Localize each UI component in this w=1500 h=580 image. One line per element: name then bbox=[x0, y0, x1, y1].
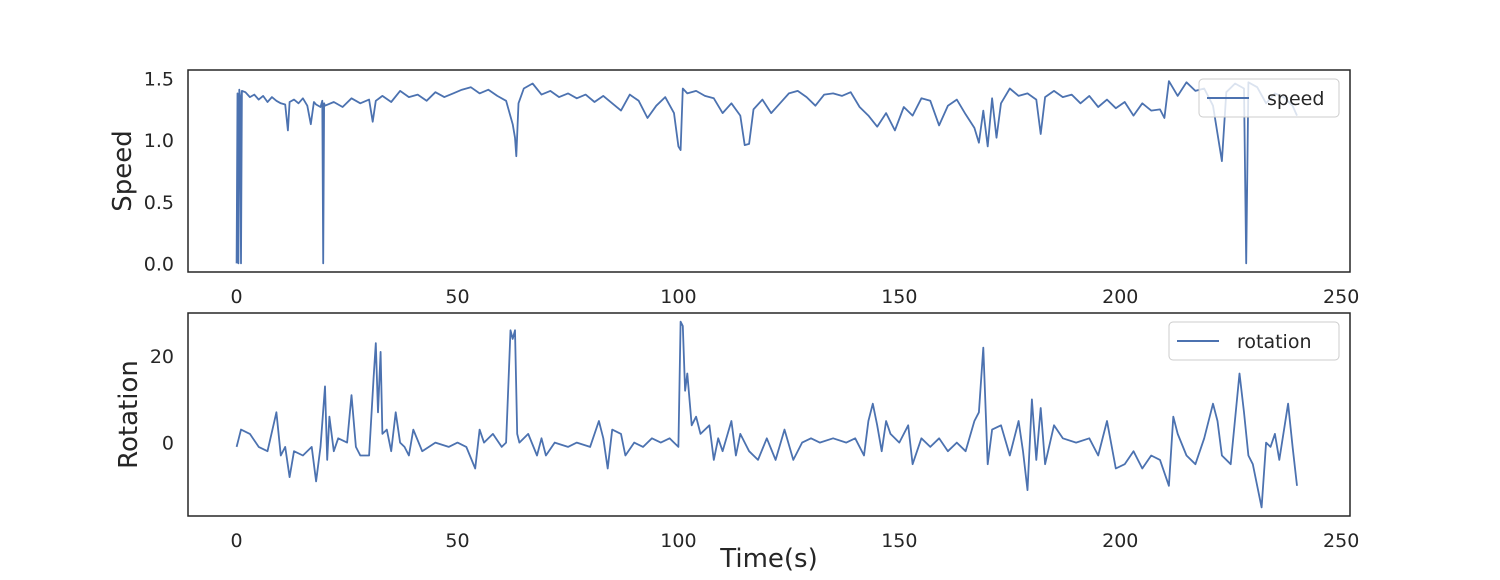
rotation-xtick-label: 50 bbox=[445, 530, 469, 552]
speed-ytick-label: 0.0 bbox=[144, 253, 174, 275]
speed-xtick-label: 150 bbox=[881, 286, 917, 308]
speed-series-line bbox=[235, 80, 1298, 265]
rotation-xtick-label: 150 bbox=[881, 530, 917, 552]
rotation-xtick-label: 0 bbox=[231, 530, 243, 552]
speed-axes-frame bbox=[187, 69, 1351, 273]
rotation-ytick-label: 20 bbox=[150, 346, 174, 368]
rotation-x-axis-label: Time(s) bbox=[719, 544, 817, 574]
speed-legend-label: speed bbox=[1267, 88, 1324, 110]
rotation-ytick-label: 0 bbox=[162, 433, 174, 455]
speed-xtick-label: 100 bbox=[660, 286, 696, 308]
speed-ytick-label: 1.5 bbox=[144, 69, 174, 91]
speed-xtick-label: 50 bbox=[445, 286, 469, 308]
rotation-legend-box bbox=[1168, 321, 1340, 361]
rotation-xtick-label: 250 bbox=[1323, 530, 1359, 552]
rotation-legend: rotation bbox=[1168, 321, 1340, 361]
speed-y-axis-label: Speed bbox=[108, 130, 138, 212]
rotation-axes-frame bbox=[187, 312, 1351, 517]
speed-legend: speed bbox=[1198, 78, 1340, 118]
speed-xtick-label: 250 bbox=[1323, 286, 1359, 308]
speed-ytick-label: 0.5 bbox=[144, 192, 174, 214]
speed-xtick-label: 0 bbox=[231, 286, 243, 308]
rotation-legend-label: rotation bbox=[1237, 331, 1312, 353]
rotation-xtick-label: 200 bbox=[1102, 530, 1138, 552]
speed-subplot: 0 50 100 150 200 250 0.0 0.5 1.0 1.5 Speed speed bbox=[108, 69, 1359, 308]
rotation-xtick-label: 100 bbox=[660, 530, 696, 552]
rotation-series-line bbox=[235, 320, 1298, 509]
speed-xtick-label: 200 bbox=[1102, 286, 1138, 308]
rotation-subplot: 0 50 100 150 200 250 0 20 Rotation Time(s) rotatio… bbox=[114, 312, 1359, 574]
speed-legend-box bbox=[1198, 78, 1340, 118]
rotation-y-axis-label: Rotation bbox=[114, 360, 144, 469]
speed-ytick-label: 1.0 bbox=[144, 130, 174, 152]
